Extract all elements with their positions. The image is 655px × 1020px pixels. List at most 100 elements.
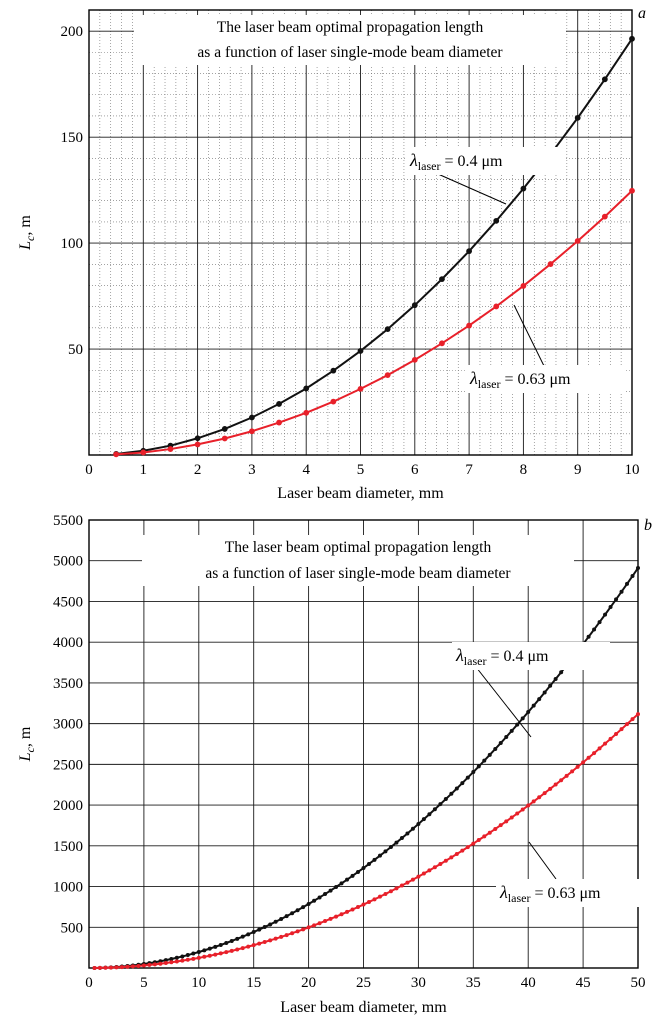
x-tick-label: 4 [302,462,310,478]
data-point [493,217,500,224]
data-point [504,734,509,739]
data-point [103,965,108,970]
data-point [384,326,391,333]
data-point [113,451,120,458]
data-point [224,941,229,946]
y-tick-label: 4500 [53,594,83,610]
data-point [629,187,635,194]
data-point [229,948,234,953]
data-point [330,367,337,374]
data-point [213,952,218,957]
data-point [597,620,602,625]
data-point [553,782,558,787]
data-point [372,897,377,902]
data-point [487,830,492,835]
data-point [553,677,558,682]
data-point [384,372,391,379]
data-point [169,960,174,965]
series-annotation-label: λlaser = 0.63 μm [469,368,571,391]
x-axis-title: Laser beam diameter, mm [280,999,447,1016]
data-point [224,950,229,955]
data-point [377,894,382,899]
data-point [575,764,580,769]
y-tick-label: 1500 [53,839,83,855]
data-point [601,213,608,220]
data-point [249,428,255,435]
data-point [213,944,218,949]
y-tick-label: 3000 [53,717,83,733]
y-axis-title: Lc, m [17,215,37,251]
data-point [202,954,207,959]
chart-title-line: as a function of laser single-mode beam … [197,44,503,61]
data-point [345,877,350,882]
data-point [586,755,591,760]
panel-label: a [638,5,646,22]
data-point [542,690,547,695]
data-point [432,865,437,870]
data-point [328,888,333,893]
data-point [350,873,355,878]
annotation-leader-line [528,841,557,880]
data-point [520,807,525,812]
data-point [262,925,267,930]
data-point [235,936,240,941]
data-point [147,962,152,967]
x-tick-label: 7 [465,462,473,478]
annotation-background [466,365,624,393]
data-point [439,276,445,283]
data-point [136,963,141,968]
data-point [636,712,640,717]
data-point [405,831,410,836]
data-point [295,929,300,934]
data-point [465,845,470,850]
data-point [438,802,443,807]
data-point [345,909,350,914]
data-point [515,722,520,727]
data-point [388,845,393,850]
data-point [601,76,608,83]
data-point [460,781,465,786]
data-point [520,283,527,289]
data-point [339,912,344,917]
data-point [487,752,492,757]
x-tick-label: 50 [631,975,646,991]
data-point [240,946,245,951]
series-annotation-label: λlaser = 0.4 μm [409,150,503,173]
data-point [548,786,553,791]
data-point [498,823,503,828]
x-tick-label: 1 [140,462,148,478]
data-point [394,840,399,845]
data-point [196,955,201,960]
data-point [630,574,635,579]
data-point [537,697,542,702]
data-point [399,836,404,841]
y-tick-label: 1000 [53,880,83,896]
data-point [276,401,282,407]
data-point [625,722,630,727]
data-point [411,356,418,363]
data-point [251,943,256,948]
annotation-leader-line [513,304,546,369]
data-point [614,732,619,737]
data-point [185,953,190,958]
x-tick-label: 8 [520,462,528,478]
x-tick-label: 2 [194,462,202,478]
series-1 [92,712,640,970]
data-point [399,883,404,888]
x-tick-label: 10 [191,975,206,991]
data-point [317,921,322,926]
data-point [388,889,393,894]
chart-title-background [142,535,574,586]
data-point [427,812,432,817]
chart-title-line: The laser beam optimal propagation lengt… [225,539,492,556]
data-point [520,716,525,721]
data-point [334,885,339,890]
data-point [619,727,624,732]
y-tick-label: 200 [61,24,84,40]
data-point [531,703,536,708]
data-point [194,435,201,442]
data-point [317,895,322,900]
data-point [152,962,157,967]
y-tick-label: 500 [61,920,84,936]
